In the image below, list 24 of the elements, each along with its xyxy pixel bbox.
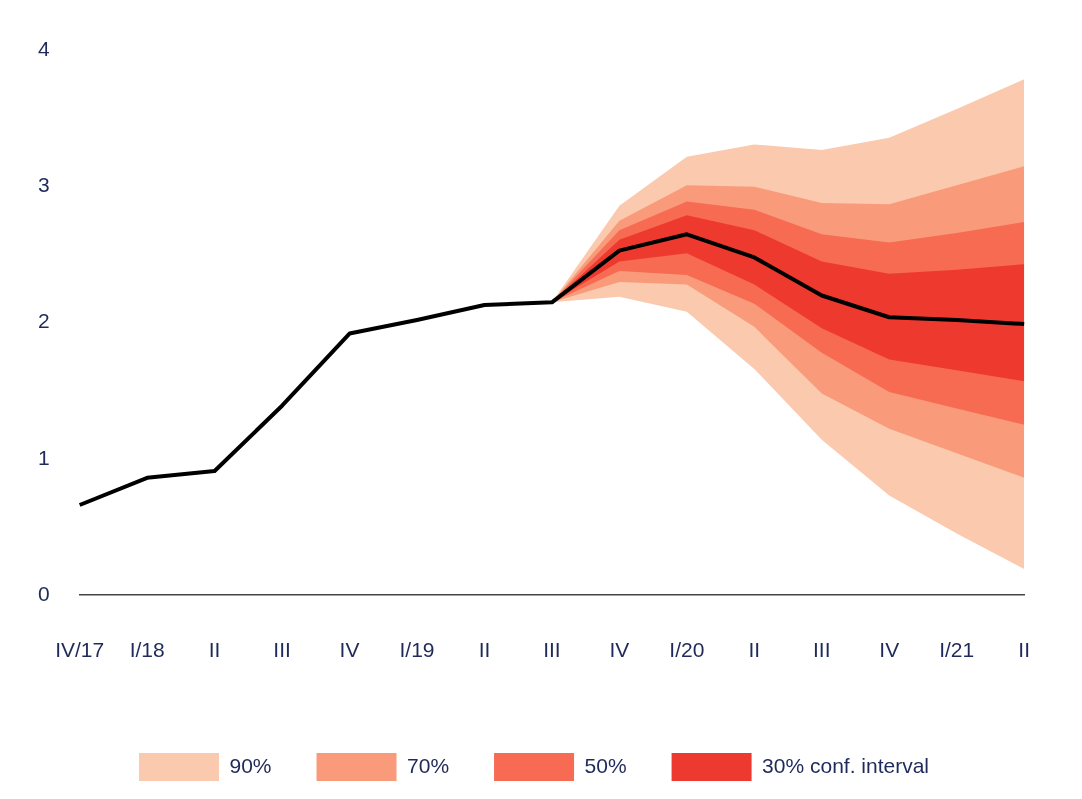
- x-tick-label: II: [208, 638, 221, 662]
- legend-label: 50%: [584, 753, 627, 777]
- y-tick-label: 1: [37, 445, 50, 469]
- x-tick-label: II: [478, 638, 491, 662]
- x-tick-label: II: [1018, 638, 1030, 662]
- y-tick-label: 4: [37, 37, 50, 61]
- legend-label: 30% conf. interval: [762, 753, 930, 777]
- x-tick-label: IV: [609, 638, 630, 662]
- x-tick-label: I/19: [399, 638, 435, 662]
- y-tick-label: 2: [37, 309, 50, 333]
- x-tick-label: I/20: [669, 638, 705, 662]
- x-tick-label: III: [813, 638, 831, 662]
- x-tick-label: II: [748, 638, 761, 662]
- x-tick-label: III: [273, 638, 291, 662]
- x-tick-label: I/21: [939, 638, 975, 662]
- x-tick-label: IV: [339, 638, 360, 662]
- y-tick-label: 3: [37, 173, 50, 197]
- legend-label: 90%: [229, 753, 272, 777]
- x-tick-label: IV/17: [55, 638, 105, 662]
- legend-label: 70%: [407, 753, 450, 777]
- x-tick-label: IV: [879, 638, 900, 662]
- x-tick-label: I/18: [129, 638, 165, 662]
- y-tick-label: 0: [37, 581, 50, 605]
- x-tick-label: III: [543, 638, 561, 662]
